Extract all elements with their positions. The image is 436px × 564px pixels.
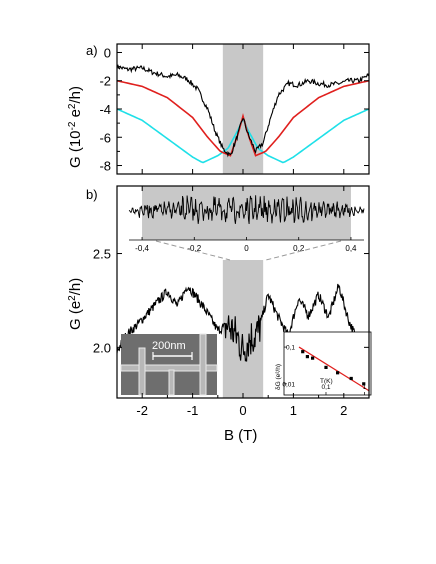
temperature-inset-point (362, 382, 366, 386)
panel-a-shaded-region (222, 44, 264, 174)
panel-b-xtick-label: -1 (187, 403, 199, 418)
panel-a-ytick-label: 0 (104, 45, 111, 60)
x-axis-label: B (T) (224, 427, 257, 444)
zoom-connector-left (155, 240, 231, 261)
panel-b: -0,4 -0,2 0 0,2 0,4 200nm 0,1 0,01 0,1 1 T(K) δ… (67, 185, 372, 444)
temperature-inset-point (324, 365, 328, 369)
zoom-inset-xtick-label: 0,2 (293, 244, 305, 253)
panel-b-ticks: 2.0 2.5 -2 -1 0 1 2 (93, 186, 370, 418)
zoom-inset-ticks: -0,4 -0,2 0 0,2 0,4 (135, 237, 357, 253)
zoom-inset-xtick-label: 0 (244, 244, 249, 253)
panel-a-ytick-label: -8 (99, 159, 111, 174)
panel-a-curves (116, 64, 370, 164)
temperature-inset-ytick-label: 0,1 (286, 345, 295, 352)
panel-a-label: a) (86, 43, 98, 58)
zoom-inset-xtick-label: -0,2 (187, 244, 201, 253)
temperature-inset: 0,1 0,01 0,1 1 T(K) δG (e²/h) (275, 331, 372, 396)
panel-a-ytick-label: -2 (99, 74, 111, 89)
panel-b-shaded-region (222, 260, 264, 398)
panel-b-black-series (116, 283, 370, 362)
panel-a-black-series (116, 64, 370, 158)
panel-a-ytick-label: -6 (99, 130, 111, 145)
panel-b-ytick-label: 2.0 (93, 340, 111, 355)
sem-wires (120, 333, 218, 396)
sem-wire-vertical-right (199, 333, 207, 396)
panel-b-xtick-label: 0 (239, 403, 246, 418)
temperature-inset-point (301, 350, 305, 354)
panel-b-xtick-label: -2 (136, 403, 148, 418)
scale-bar-label: 200nm (152, 340, 186, 352)
zoom-connector-right (265, 240, 342, 261)
panel-b-ylabel: G (e2/h) (67, 278, 84, 330)
panel-a-ylabel: G (10-2 e2/h) (67, 86, 84, 168)
panel-b-xtick-label: 2 (340, 403, 347, 418)
sem-image-inset: 200nm (120, 333, 218, 396)
panel-b-label: b) (86, 187, 98, 202)
panel-a-ticks: 0 -2 -4 -6 -8 (99, 44, 369, 174)
zoom-inset-xtick-label: 0,4 (345, 244, 357, 253)
panel-a-ytick-label: -4 (99, 102, 111, 117)
panel-b-ytick-label: 2.5 (93, 247, 111, 262)
temperature-inset-point (310, 356, 315, 360)
zoom-inset-xtick-label: -0,4 (135, 244, 149, 253)
temperature-inset-content: 0,1 0,01 0,1 1 (282, 345, 370, 395)
panel-b-xtick-label: 1 (290, 403, 297, 418)
temperature-inset-ytick-label: 0,01 (282, 381, 295, 388)
temperature-inset-point (336, 371, 340, 375)
zoom-inset: -0,4 -0,2 0 0,2 0,4 (128, 186, 365, 261)
panel-a: 0 -2 -4 -6 -8 a) G (10-2 e2/h) (67, 43, 370, 175)
sem-wire-vertical-left (138, 347, 146, 396)
temperature-inset-fit-line (298, 346, 370, 392)
sem-wire-stub (168, 369, 175, 396)
panel-b-curve (116, 283, 370, 362)
zoom-inset-curve (128, 195, 365, 224)
temperature-inset-xtick-label: 1 (363, 384, 367, 391)
panel-a-red-series (116, 79, 370, 157)
zoom-inset-shaded-region (142, 186, 351, 240)
temperature-inset-xtick-label: 0,1 (321, 384, 330, 391)
temperature-inset-frame (283, 331, 372, 396)
temperature-inset-ylabel: δG (e²/h) (275, 364, 282, 390)
temperature-inset-point (349, 376, 353, 381)
zoom-inset-black-series (128, 195, 365, 224)
temperature-inset-xlabel: T(K) (320, 378, 333, 385)
temperature-inset-point (305, 355, 309, 359)
